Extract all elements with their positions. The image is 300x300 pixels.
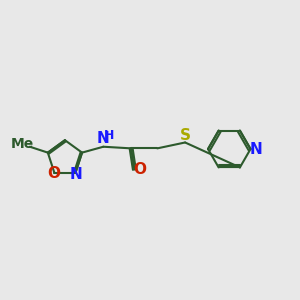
Text: S: S <box>180 128 191 143</box>
Text: Me: Me <box>11 137 34 151</box>
Text: N: N <box>96 131 109 146</box>
Text: N: N <box>250 142 263 157</box>
Text: H: H <box>104 129 114 142</box>
Text: O: O <box>133 162 146 177</box>
Text: O: O <box>47 166 60 181</box>
Text: N: N <box>70 167 83 182</box>
